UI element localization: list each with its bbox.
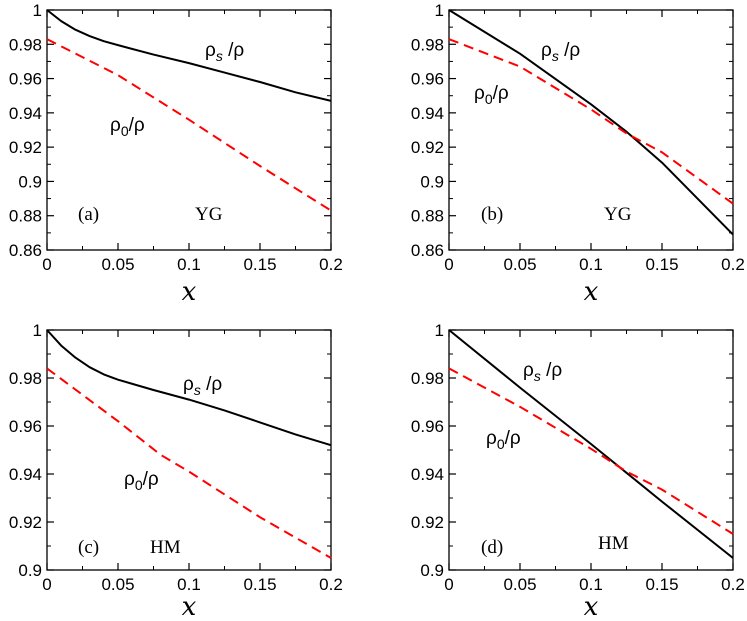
chart-panel-c: 0 0.05 0.1 0.15 0.2 0.9 0.92 0.94 0.96 0.98 1 ρs /ρ… xyxy=(9,321,343,621)
y-tick-label: 0.94 xyxy=(9,104,42,123)
chart-panel-a: 0 0.05 0.1 0.15 0.2 0.86 0.88 0.9 0.92 0.94 0.96 0.… xyxy=(9,1,343,307)
x-axis-label: x xyxy=(182,592,197,621)
series-line-rho-s xyxy=(448,9,734,236)
y-tick-label: 1 xyxy=(435,1,444,20)
y-tick-label: 1 xyxy=(435,321,444,340)
y-tick-label: 1 xyxy=(33,321,42,340)
x-tick-label: 0.05 xyxy=(101,575,134,594)
model-label: YG xyxy=(195,204,223,225)
series-label-rho-s: ρs /ρ xyxy=(183,374,222,398)
model-label: HM xyxy=(598,533,629,554)
series-label-rho-0: ρ0/ρ xyxy=(124,469,159,493)
x-tick-label: 0.15 xyxy=(645,575,678,594)
y-tick-label: 0.98 xyxy=(9,35,42,54)
y-tick-label: 0.96 xyxy=(9,70,42,89)
y-tick-label: 0.98 xyxy=(411,35,444,54)
x-tick-label: 0 xyxy=(42,575,51,594)
x-tick-label: 0.15 xyxy=(243,255,276,274)
x-tick-label: 0.2 xyxy=(721,575,745,594)
y-tick-label: 0.92 xyxy=(9,138,42,157)
y-tick-label: 1 xyxy=(33,1,42,20)
x-tick-label: 0.05 xyxy=(503,575,536,594)
model-label: YG xyxy=(604,204,632,225)
series-label-rho-0: ρ0/ρ xyxy=(486,428,521,452)
x-tick-label: 0 xyxy=(42,255,51,274)
x-tick-label: 0.2 xyxy=(721,255,745,274)
y-tick-label: 0.86 xyxy=(9,241,42,260)
x-tick-label: 0 xyxy=(444,255,453,274)
series-label-rho-0: ρ0/ρ xyxy=(474,83,509,107)
panel-label: (a) xyxy=(78,204,99,225)
y-tick-label: 0.92 xyxy=(411,513,444,532)
y-tick-label: 0.92 xyxy=(9,513,42,532)
series-label-rho-s: ρs /ρ xyxy=(541,40,580,64)
y-tick-label: 0.94 xyxy=(411,104,444,123)
y-tick-label: 0.96 xyxy=(411,70,444,89)
y-tick-label: 0.88 xyxy=(411,207,444,226)
series-line-rho-0 xyxy=(448,38,734,205)
chart-panel-d: 0 0.05 0.1 0.15 0.2 0.9 0.92 0.94 0.96 0.98 1 ρs /ρ… xyxy=(411,321,745,621)
series-label-rho-s: ρs /ρ xyxy=(523,360,562,384)
y-tick-label: 0.9 xyxy=(18,172,42,191)
x-tick-label: 0.2 xyxy=(319,575,343,594)
y-tick-label: 0.88 xyxy=(9,207,42,226)
panel-label: (d) xyxy=(481,537,503,558)
series-line-rho-0 xyxy=(46,367,332,559)
panel-label: (b) xyxy=(481,204,503,225)
panel-label: (c) xyxy=(78,537,99,558)
x-tick-label: 0.1 xyxy=(177,255,201,274)
y-tick-label: 0.92 xyxy=(411,138,444,157)
x-tick-label: 0.15 xyxy=(645,255,678,274)
x-tick-label: 0.05 xyxy=(101,255,134,274)
x-axis-label: x xyxy=(182,277,197,307)
y-tick-label: 0.96 xyxy=(411,417,444,436)
y-tick-label: 0.86 xyxy=(411,241,444,260)
series-label-rho-0: ρ0/ρ xyxy=(110,115,145,139)
plot-frame xyxy=(448,329,734,571)
x-tick-label: 0.05 xyxy=(503,255,536,274)
x-tick-label: 0 xyxy=(444,575,453,594)
y-tick-label: 0.94 xyxy=(9,465,42,484)
y-tick-label: 0.9 xyxy=(420,561,444,580)
series-line-rho-s xyxy=(448,329,734,559)
y-tick-label: 0.9 xyxy=(18,561,42,580)
x-tick-label: 0.15 xyxy=(243,575,276,594)
series-line-rho-0 xyxy=(448,367,734,535)
x-axis-label: x xyxy=(584,592,599,621)
x-tick-label: 0.1 xyxy=(177,575,201,594)
x-tick-label: 0.1 xyxy=(579,255,603,274)
y-tick-label: 0.98 xyxy=(9,369,42,388)
y-tick-label: 0.9 xyxy=(420,172,444,191)
series-line-rho-s xyxy=(46,329,332,447)
x-tick-label: 0.2 xyxy=(319,255,343,274)
y-tick-label: 0.98 xyxy=(411,369,444,388)
series-label-rho-s: ρs /ρ xyxy=(205,40,244,64)
x-tick-label: 0.1 xyxy=(579,575,603,594)
y-tick-label: 0.96 xyxy=(9,417,42,436)
series-line-rho-s xyxy=(46,9,332,102)
model-label: HM xyxy=(150,537,181,558)
y-tick-label: 0.94 xyxy=(411,465,444,484)
x-axis-label: x xyxy=(584,277,599,307)
chart-panel-b: 0 0.05 0.1 0.15 0.2 0.86 0.88 0.9 0.92 0.94 0.96 0.… xyxy=(411,1,745,307)
series-line-rho-0 xyxy=(46,38,332,212)
